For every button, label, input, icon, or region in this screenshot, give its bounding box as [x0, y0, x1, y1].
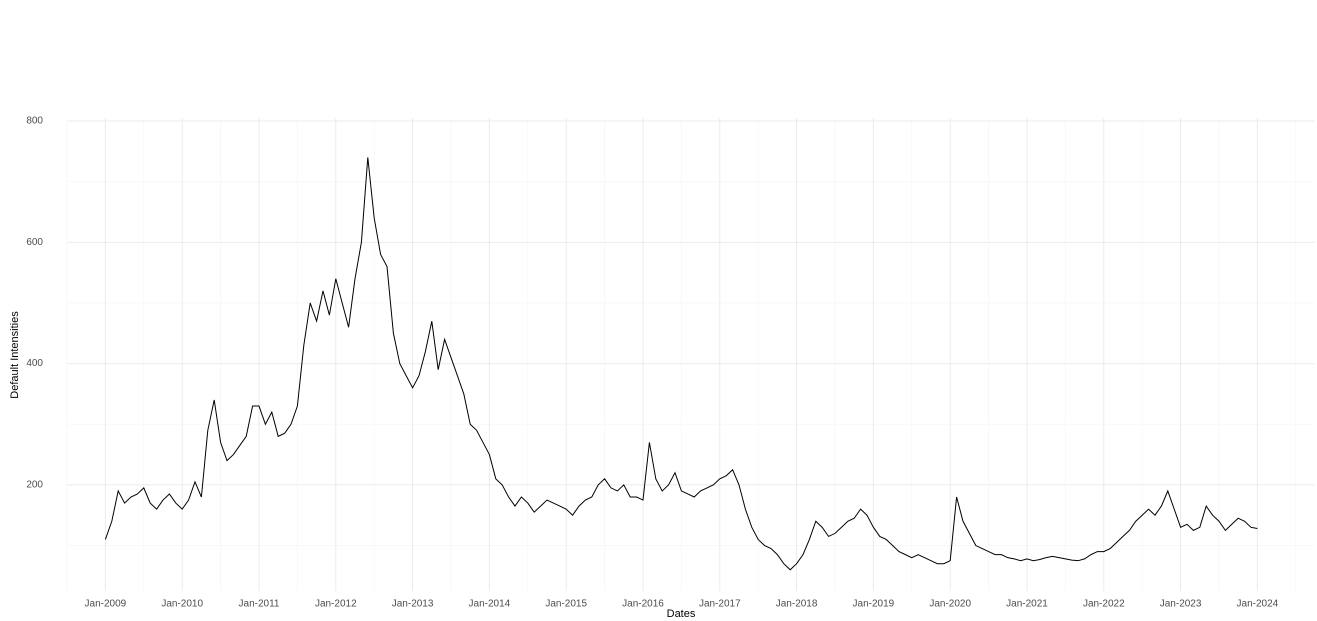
x-tick-label: Jan-2011	[239, 599, 280, 610]
x-tick-label: Jan-2017	[699, 599, 741, 610]
x-tick-label: Jan-2016	[622, 599, 664, 610]
x-tick-label: Jan-2022	[1083, 599, 1125, 610]
data-line	[104, 157, 1258, 571]
x-axis-label: Dates	[667, 608, 696, 620]
x-tick-label: Jan-2015	[545, 599, 587, 610]
x-tick-label: Jan-2020	[929, 599, 971, 610]
y-axis-label: Default Intensities	[9, 311, 21, 399]
x-tick-label: Jan-2021	[1006, 599, 1048, 610]
x-tick-label: Jan-2018	[776, 599, 818, 610]
y-tick-label: 400	[26, 358, 43, 369]
x-tick-label: Jan-2013	[392, 599, 434, 610]
y-tick-label: 200	[26, 480, 43, 491]
x-tick-label: Jan-2010	[161, 599, 203, 610]
y-tick-label: 800	[26, 116, 43, 127]
x-tick-label: Jan-2023	[1160, 599, 1202, 610]
x-tick-label: Jan-2019	[853, 599, 895, 610]
x-tick-label: Jan-2014	[469, 599, 511, 610]
x-tick-label: Jan-2024	[1237, 599, 1279, 610]
x-tick-label: Jan-2012	[315, 599, 357, 610]
x-tick-label: Jan-2009	[85, 599, 127, 610]
y-tick-label: 600	[26, 237, 43, 248]
